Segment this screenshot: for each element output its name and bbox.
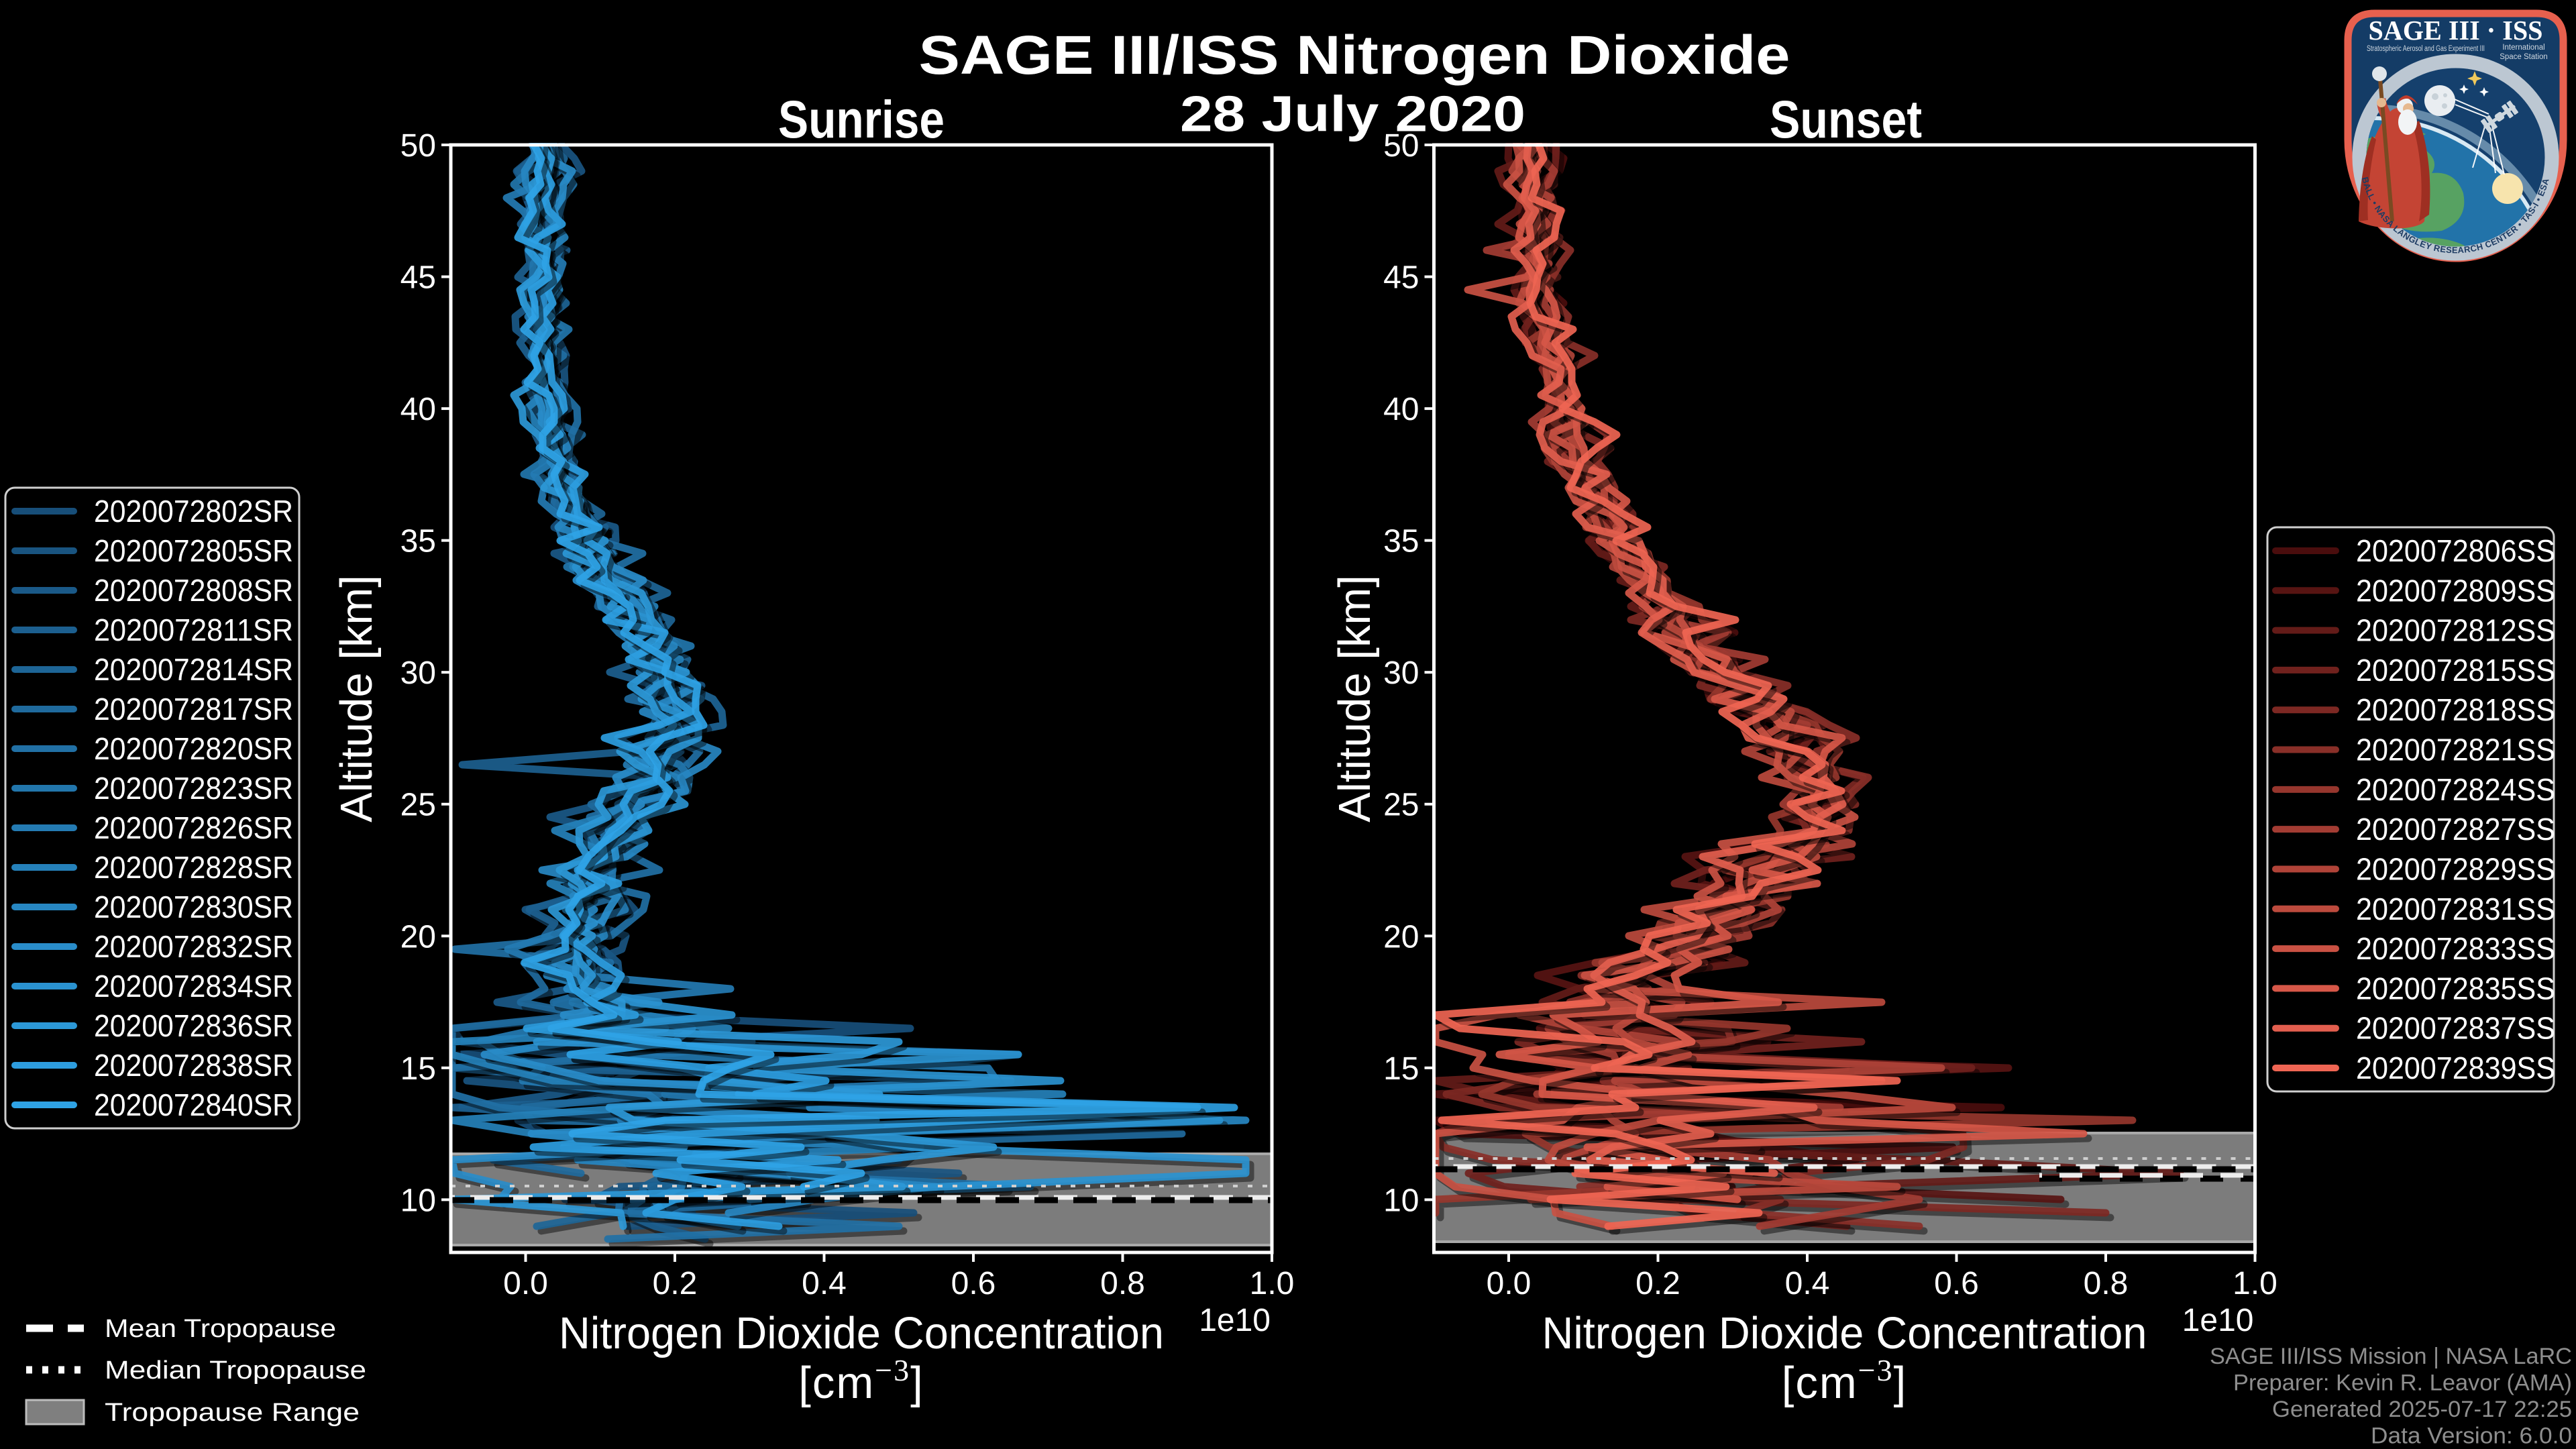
svg-text:Tropopause Range: Tropopause Range — [105, 1399, 360, 1427]
svg-text:20: 20 — [400, 919, 436, 955]
svg-text:2020072824SS: 2020072824SS — [2356, 772, 2555, 807]
svg-text:20: 20 — [1383, 919, 1419, 955]
svg-text:2020072837SS: 2020072837SS — [2356, 1011, 2555, 1046]
svg-text:15: 15 — [1383, 1051, 1419, 1087]
svg-text:2020072808SR: 2020072808SR — [94, 573, 293, 608]
svg-text:28 July 2020: 28 July 2020 — [1180, 86, 1525, 142]
svg-text:40: 40 — [400, 392, 436, 427]
svg-text:SAGE III/ISS Nitrogen Dioxide: SAGE III/ISS Nitrogen Dioxide — [919, 25, 1790, 86]
svg-text:Median Tropopause: Median Tropopause — [105, 1356, 366, 1385]
svg-text:Preparer: Kevin R. Leavor (AMA: Preparer: Kevin R. Leavor (AMA) — [2233, 1371, 2572, 1396]
svg-text:2020072834SR: 2020072834SR — [94, 969, 293, 1004]
svg-text:2020072812SS: 2020072812SS — [2356, 613, 2555, 648]
svg-text:2020072823SR: 2020072823SR — [94, 771, 293, 806]
svg-text:2020072811SR: 2020072811SR — [94, 612, 293, 647]
svg-text:Data Version: 6.0.0: Data Version: 6.0.0 — [2371, 1424, 2572, 1449]
svg-text:2020072829SS: 2020072829SS — [2356, 851, 2555, 886]
svg-text:35: 35 — [400, 524, 436, 559]
svg-text:2020072840SR: 2020072840SR — [94, 1087, 293, 1122]
svg-text:50: 50 — [400, 128, 436, 164]
svg-text:Stratospheric Aerosol and Gas: Stratospheric Aerosol and Gas Experiment… — [2367, 45, 2485, 53]
svg-text:Generated 2025-07-17 22:25: Generated 2025-07-17 22:25 — [2272, 1397, 2572, 1422]
svg-text:25: 25 — [1383, 788, 1419, 823]
svg-text:1.0: 1.0 — [1250, 1266, 1295, 1301]
svg-text:45: 45 — [400, 260, 436, 296]
svg-text:2020072835SS: 2020072835SS — [2356, 971, 2555, 1006]
svg-text:2020072833SS: 2020072833SS — [2356, 931, 2555, 966]
svg-text:2020072838SR: 2020072838SR — [94, 1048, 293, 1083]
svg-text:2020072820SR: 2020072820SR — [94, 731, 293, 766]
svg-text:2020072805SR: 2020072805SR — [94, 533, 293, 568]
svg-text:30: 30 — [1383, 655, 1419, 691]
svg-text:40: 40 — [1383, 392, 1419, 427]
svg-text:Nitrogen Dioxide Concentration: Nitrogen Dioxide Concentration — [559, 1308, 1164, 1358]
svg-text:Nitrogen Dioxide Concentration: Nitrogen Dioxide Concentration — [1542, 1308, 2147, 1358]
svg-text:45: 45 — [1383, 260, 1419, 296]
svg-text:SAGE III · ISS: SAGE III · ISS — [2369, 15, 2543, 46]
svg-text:0.6: 0.6 — [951, 1266, 996, 1301]
svg-text:2020072831SS: 2020072831SS — [2356, 892, 2555, 926]
svg-text:50: 50 — [1383, 128, 1419, 164]
svg-text:2020072817SR: 2020072817SR — [94, 692, 293, 727]
svg-text:35: 35 — [1383, 524, 1419, 559]
svg-text:2020072827SS: 2020072827SS — [2356, 812, 2555, 847]
svg-text:Space Station: Space Station — [2500, 53, 2548, 61]
svg-text:10: 10 — [1383, 1183, 1419, 1218]
svg-text:Altitude [km]: Altitude [km] — [331, 575, 382, 822]
svg-text:0.8: 0.8 — [1100, 1266, 1145, 1301]
svg-text:2020072806SS: 2020072806SS — [2356, 533, 2555, 568]
svg-text:10: 10 — [400, 1183, 436, 1218]
svg-text:2020072815SS: 2020072815SS — [2356, 653, 2555, 688]
svg-text:2020072836SR: 2020072836SR — [94, 1008, 293, 1043]
svg-text:25: 25 — [400, 788, 436, 823]
svg-text:0.2: 0.2 — [1635, 1266, 1680, 1301]
svg-text:Altitude [km]: Altitude [km] — [1330, 575, 1380, 822]
svg-text:Sunset: Sunset — [1770, 89, 1922, 149]
svg-text:SAGE III/ISS Mission | NASA La: SAGE III/ISS Mission | NASA LaRC — [2210, 1344, 2572, 1369]
svg-text:Sunrise: Sunrise — [778, 89, 945, 149]
svg-text:15: 15 — [400, 1051, 436, 1087]
svg-text:0.0: 0.0 — [1487, 1266, 1532, 1301]
svg-text:2020072830SR: 2020072830SR — [94, 890, 293, 924]
svg-text:2020072821SS: 2020072821SS — [2356, 733, 2555, 767]
svg-text:2020072826SR: 2020072826SR — [94, 810, 293, 845]
svg-text:1.0: 1.0 — [2233, 1266, 2277, 1301]
svg-text:1e10: 1e10 — [1199, 1303, 1271, 1338]
svg-text:2020072828SR: 2020072828SR — [94, 850, 293, 885]
svg-text:2020072814SR: 2020072814SR — [94, 652, 293, 687]
svg-text:2020072802SR: 2020072802SR — [94, 494, 293, 529]
svg-text:Mean Tropopause: Mean Tropopause — [105, 1315, 336, 1343]
svg-text:2020072818SS: 2020072818SS — [2356, 692, 2555, 727]
svg-text:2020072809SS: 2020072809SS — [2356, 573, 2555, 608]
svg-text:2020072839SS: 2020072839SS — [2356, 1051, 2555, 1085]
svg-text:0.2: 0.2 — [653, 1266, 698, 1301]
svg-text:International: International — [2502, 44, 2544, 52]
svg-text:30: 30 — [400, 655, 436, 691]
svg-text:0.0: 0.0 — [503, 1266, 548, 1301]
svg-text:2020072832SR: 2020072832SR — [94, 929, 293, 964]
svg-text:0.4: 0.4 — [1785, 1266, 1830, 1301]
svg-text:0.6: 0.6 — [1934, 1266, 1979, 1301]
svg-text:0.4: 0.4 — [802, 1266, 847, 1301]
svg-text:0.8: 0.8 — [2084, 1266, 2129, 1301]
svg-text:1e10: 1e10 — [2182, 1303, 2254, 1338]
